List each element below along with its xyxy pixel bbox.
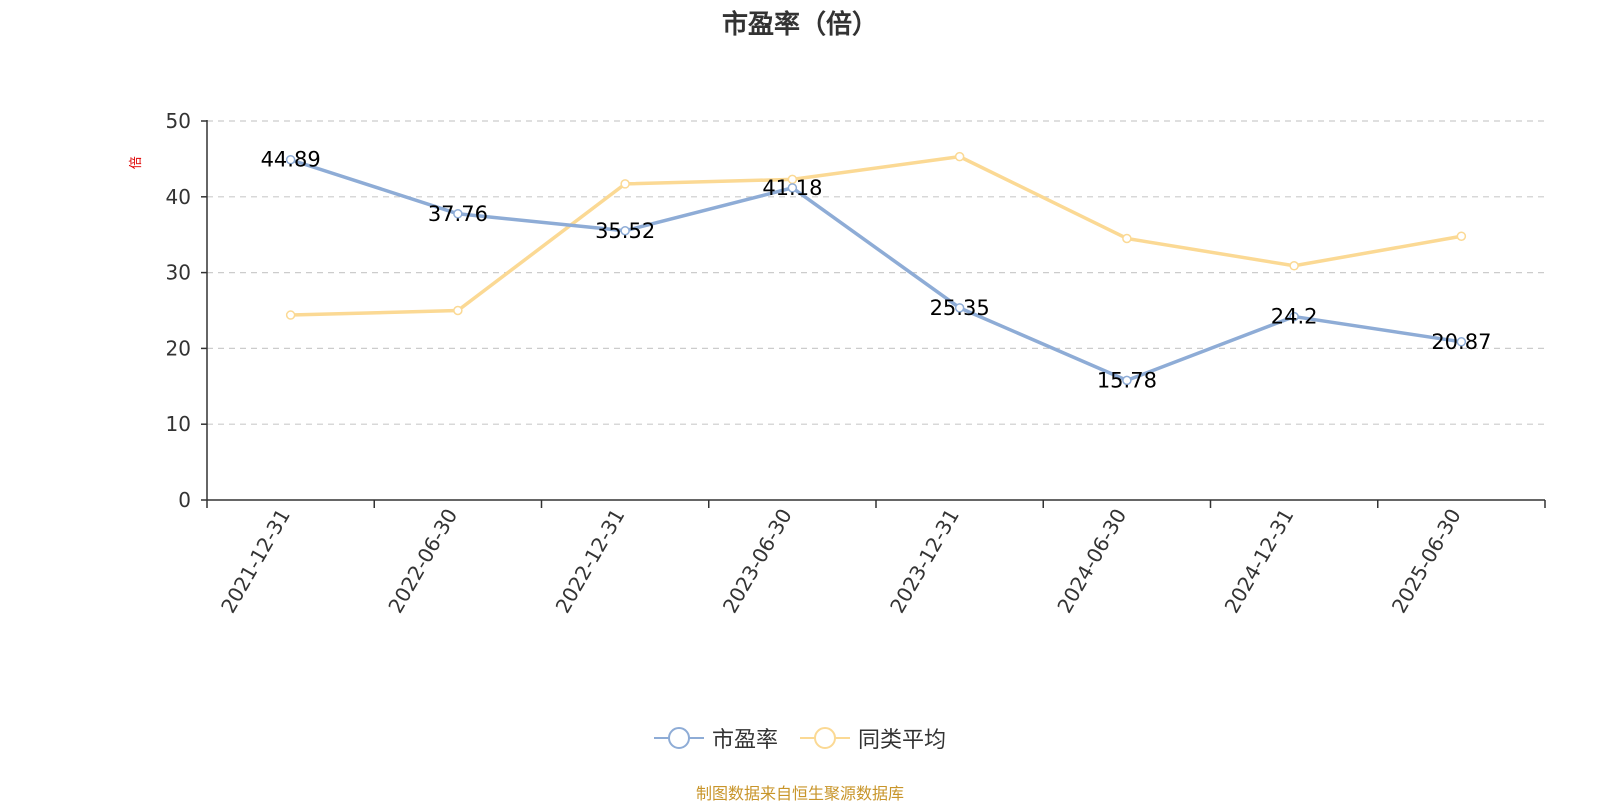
- grid-lines: [207, 120, 1545, 425]
- data-point-0-2: [620, 226, 630, 236]
- data-label-6: 24.2: [1271, 305, 1318, 329]
- data-label-7: 20.87: [1431, 330, 1491, 354]
- y-tick-label-30: 30: [166, 261, 191, 285]
- data-point-0-1: [453, 209, 463, 219]
- data-label-3: 41.18: [762, 176, 822, 200]
- y-tick-label-20: 20: [166, 336, 191, 360]
- x-tick-label-2024-06-30: 2024-06-30: [1052, 505, 1131, 618]
- data-point-1-6: [1289, 261, 1299, 271]
- legend-label-pe: 市盈率: [711, 728, 778, 753]
- legend-marker-avg-icon: [800, 727, 850, 749]
- data-point-0-5: [1122, 375, 1132, 386]
- data-point-0-4: [954, 303, 965, 313]
- data-label-2: 35.52: [595, 219, 655, 243]
- x-tick-label-2021-12-31: 2021-12-31: [216, 505, 295, 618]
- data-point-1-1: [453, 305, 463, 316]
- legend-item-pe[interactable]: 市盈率: [653, 722, 778, 754]
- data-point-1-5: [1122, 233, 1132, 244]
- legend-item-avg[interactable]: 同类平均: [800, 722, 946, 754]
- data-point-1-4: [954, 151, 965, 162]
- x-tick-label-2025-06-30: 2025-06-30: [1387, 505, 1466, 618]
- data-point-1-2: [620, 179, 630, 189]
- data-point-1-7: [1456, 231, 1467, 241]
- x-tick-label-2024-12-31: 2024-12-31: [1220, 505, 1299, 618]
- data-label-0: 44.89: [261, 148, 321, 172]
- chart-title: 市盈率（倍）: [721, 10, 878, 40]
- y-tick-label-50: 50: [166, 109, 191, 133]
- data-label-4: 25.35: [930, 296, 990, 320]
- data-labels: 44.89 37.76 35.52 41.18 25.35 15.78 24.2 20.87: [261, 148, 1492, 393]
- y-tick-label-40: 40: [166, 185, 191, 209]
- legend: 市盈率 同类平均: [0, 722, 1600, 754]
- data-point-1-0: [285, 310, 296, 320]
- data-label-1: 37.76: [428, 202, 488, 226]
- series-lines: [285, 151, 1467, 386]
- x-tick-label-2022-06-30: 2022-06-30: [383, 505, 462, 618]
- data-label-5: 15.78: [1097, 368, 1157, 392]
- data-point-0-3: [787, 183, 798, 193]
- y-tick-label-0: 0: [178, 488, 191, 512]
- x-tick-label-2023-12-31: 2023-12-31: [885, 505, 964, 618]
- y-axis-unit-label: 倍: [129, 156, 144, 169]
- series-line-0: [288, 157, 1464, 383]
- data-point-0-0: [285, 154, 296, 165]
- data-point-0-6: [1289, 311, 1299, 322]
- x-tick-label-2023-06-30: 2023-06-30: [718, 505, 797, 618]
- legend-label-avg: 同类平均: [858, 728, 947, 753]
- axes: 0 10 20 30 40 50 倍 2021-12-31 2022-06-30 2022-12-…: [129, 109, 1546, 618]
- source-note: 制图数据来自恒生聚源数据库: [695, 784, 904, 803]
- x-tick-label-2022-12-31: 2022-12-31: [551, 505, 630, 618]
- data-point-0-7: [1456, 337, 1467, 347]
- legend-marker-pe-icon: [653, 727, 704, 749]
- y-tick-label-10: 10: [166, 412, 191, 436]
- series-line-1: [288, 154, 1464, 317]
